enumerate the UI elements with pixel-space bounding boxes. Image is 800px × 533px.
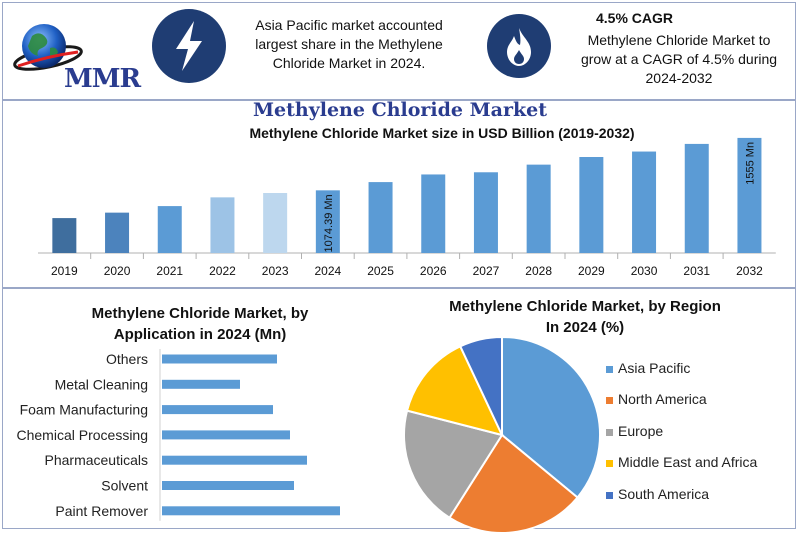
bar-2029 [579,157,604,253]
x-tick-label: 2023 [262,264,289,278]
bar-2030 [632,151,657,253]
bar-2032 [737,137,762,253]
x-tick-label: 2024 [314,264,341,278]
application-label: Solvent [101,478,148,494]
pie-slice [405,344,504,437]
legend-swatch [606,428,613,436]
bar-2026 [421,174,446,253]
cagr-line: grow at a CAGR of 4.5% during [580,51,778,67]
application-bar-chart: Others Metal Cleaning Foam Manufacturing Ch… [17,349,340,521]
legend-swatch [606,491,613,499]
pie-slice [448,433,579,533]
x-tick-label: 2025 [367,264,394,278]
globe-icon [13,24,83,71]
legend-label: North America [618,391,707,408]
bar-2027 [473,172,498,253]
x-tick-label: 2032 [736,264,763,278]
application-bar [162,455,307,465]
application-bar [162,430,290,440]
cagr-line: 2024-2032 [645,70,713,86]
cagr-text: Methylene Chloride Market to grow at a C… [568,31,790,88]
application-bar [162,481,294,490]
application-label: Pharmaceuticals [45,452,149,468]
legend-label: Middle East and Africa [618,454,758,471]
bar-2023 [263,193,288,253]
insight-badge [152,9,226,83]
x-tick-label: 2021 [156,264,183,278]
insight-line: largest share in the Methylene [255,36,443,52]
legend-label: Europe [618,422,664,439]
application-label: Others [106,351,148,367]
data-label: 1074.39 Mn [323,194,335,252]
chart-title: Methylene Chloride Market [253,99,547,121]
application-label: Chemical Processing [17,427,149,443]
region-title-line: Methylene Chloride Market, by Region [449,298,721,315]
bar-2022 [210,197,235,253]
legend-swatch [606,460,613,468]
legend-label: Asia Pacific [618,360,691,376]
x-tick-label: 2020 [104,264,131,278]
x-tick-label: 2027 [473,264,500,278]
insight-line: Asia Pacific market accounted [255,17,443,33]
mmr-logo: MMR [10,18,145,94]
application-title-line: Application in 2024 (Mn) [113,326,287,343]
application-bar [162,354,277,364]
legend-swatch [606,397,613,405]
application-bar [162,379,240,389]
cagr-line: Methylene Chloride Market to [587,32,771,48]
x-tick-label: 2031 [683,264,710,278]
bar-2019 [52,218,77,253]
x-tick-label: 2019 [51,264,78,278]
logo-text: MMR [64,64,141,94]
application-chart-title: Methylene Chloride Market, by Applicatio… [50,303,350,345]
bar-2024 [315,190,340,253]
application-label: Metal Cleaning [55,376,148,392]
region-title-line: In 2024 (%) [545,319,625,336]
legend-label: South America [618,485,710,502]
region-chart-title: Methylene Chloride Market, by Region In … [420,296,750,338]
section-divider [2,287,796,289]
pie-slice [458,335,503,436]
pie-slice [501,335,601,499]
bar-2020 [105,212,130,253]
bar-2021 [157,206,182,253]
insight-text: Asia Pacific market accounted largest sh… [234,16,464,73]
application-label: Foam Manufacturing [20,402,148,418]
x-tick-label: 2030 [631,264,658,278]
bar-2031 [684,143,709,253]
bar-2025 [368,182,393,253]
flame-icon [507,28,531,66]
insight-line: Chloride Market in 2024. [272,55,426,71]
application-bar [162,506,340,516]
market-size-bar-chart: 2019 2020 2021 2022 2023 2024 1074.39 Mn 2025 20… [38,137,776,278]
cagr-badge [487,14,551,78]
x-tick-label: 2029 [578,264,605,278]
application-title-line: Methylene Chloride Market, by [91,305,309,322]
data-label: 1555 Mn [744,142,756,185]
lightning-bolt-icon [176,21,202,71]
x-tick-label: 2026 [420,264,447,278]
application-bar [162,405,273,415]
pie-slice [403,409,504,520]
chart-subtitle: Methylene Chloride Market size in USD Bi… [249,125,635,141]
application-label: Paint Remover [55,503,148,519]
header-divider [2,99,796,101]
bar-2028 [526,164,551,253]
x-tick-label: 2028 [525,264,552,278]
x-tick-label: 2022 [209,264,236,278]
cagr-title: 4.5% CAGR [596,10,674,26]
legend-swatch [606,366,613,373]
